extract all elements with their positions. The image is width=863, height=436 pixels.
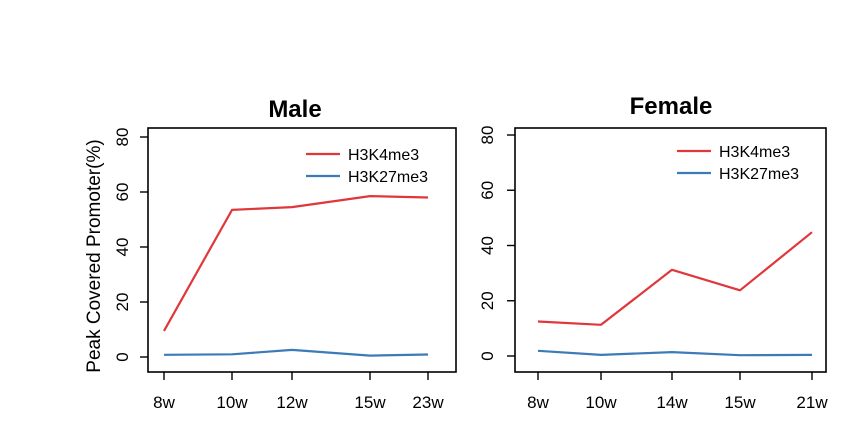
panel-title: Male — [268, 96, 321, 123]
series-line-h3k4me3 — [537, 231, 813, 326]
plot-frame — [514, 127, 827, 373]
series-line-h3k27me3 — [163, 348, 429, 357]
y-tick-label: 20 — [478, 291, 497, 310]
y-tick-label: 20 — [113, 293, 132, 312]
y-tick-label: 40 — [113, 238, 132, 257]
x-tick-label: 10w — [216, 393, 248, 412]
y-tick-label: 0 — [113, 352, 132, 361]
y-tick-label: 40 — [478, 236, 497, 255]
y-axis-label: Peak Covered Promoter(%) — [84, 139, 105, 372]
legend-label-h3k4me3: H3K4me3 — [719, 144, 790, 161]
x-tick-label: 8w — [153, 393, 175, 412]
x-tick-label: 15w — [724, 393, 756, 412]
x-tick-label: 14w — [656, 393, 688, 412]
panel-title: Female — [630, 93, 713, 120]
legend-label-h3k4me3: H3K4me3 — [348, 147, 419, 164]
y-tick-label: 60 — [478, 181, 497, 200]
panel-male: Male 0 20 40 60 80 8w 10w 12w 15w 23w H3K4me3 H3K27m… — [113, 96, 457, 412]
x-tick-label: 23w — [412, 393, 444, 412]
y-tick-label: 60 — [113, 183, 132, 202]
plot-frame — [147, 127, 457, 373]
y-tick-label: 80 — [113, 128, 132, 147]
series-line-h3k4me3 — [163, 195, 429, 332]
legend-label-h3k27me3: H3K27me3 — [348, 169, 428, 186]
legend-label-h3k27me3: H3K27me3 — [719, 166, 799, 183]
x-tick-label: 21w — [796, 393, 828, 412]
panel-female: Female 0 20 40 60 80 8w 10w 14w 15w 21w H3K4me3 H3K2… — [478, 93, 828, 412]
x-tick-label: 8w — [527, 393, 549, 412]
y-tick-label: 80 — [478, 126, 497, 145]
x-tick-label: 12w — [276, 393, 308, 412]
y-tick-label: 0 — [478, 351, 497, 360]
x-tick-label: 15w — [354, 393, 386, 412]
x-tick-label: 10w — [585, 393, 617, 412]
series-line-h3k27me3 — [537, 349, 813, 357]
